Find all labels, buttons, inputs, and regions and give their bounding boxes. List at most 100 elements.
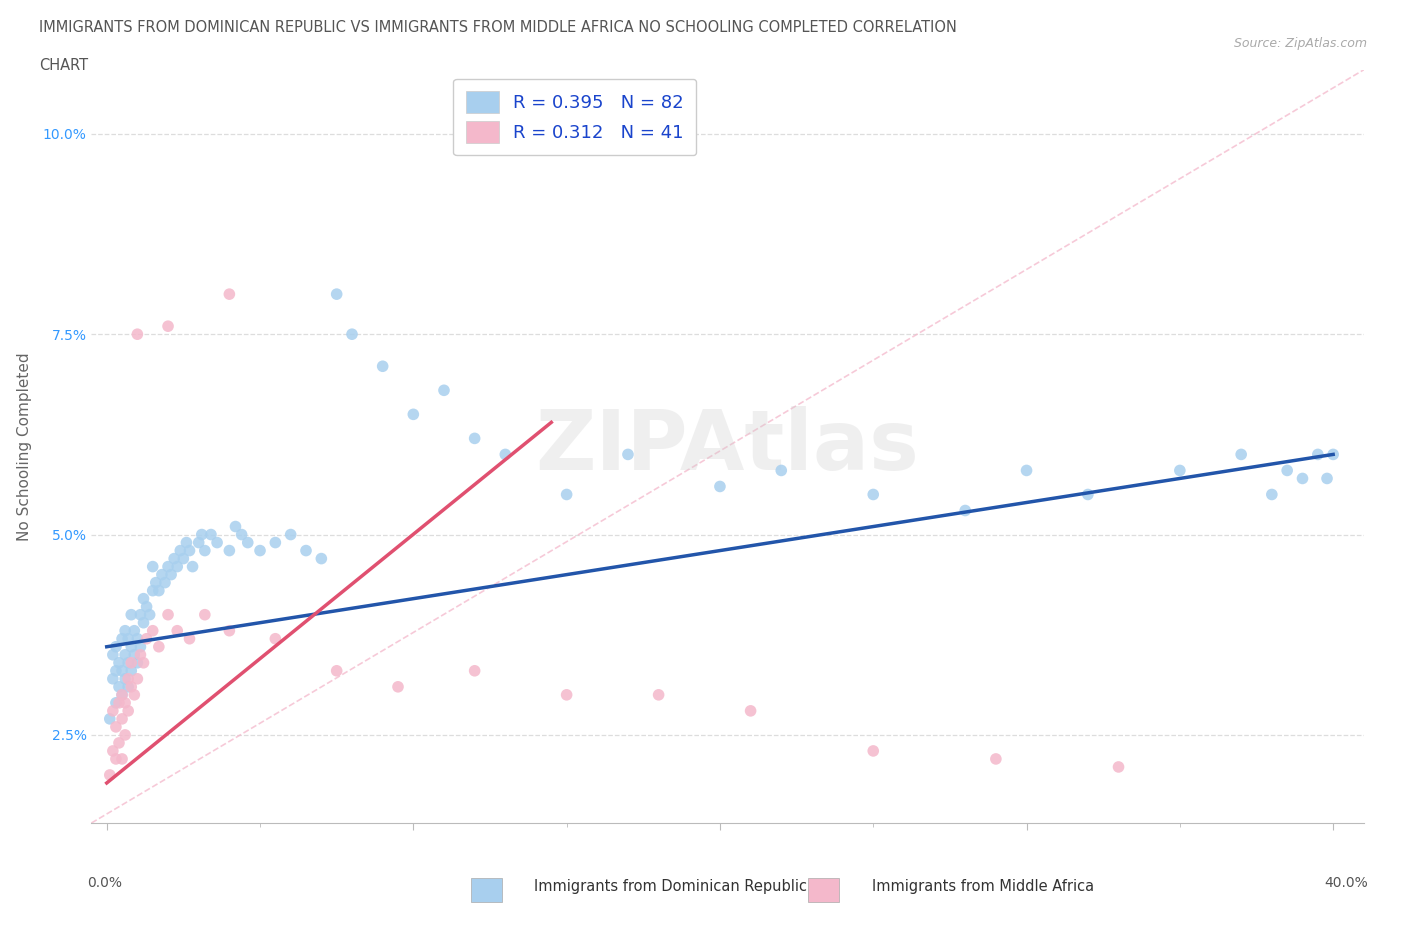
Point — [127, 656, 149, 671]
Point — [114, 647, 136, 662]
Point — [104, 751, 127, 766]
Point — [98, 711, 121, 726]
Point — [108, 696, 131, 711]
Point — [114, 696, 136, 711]
Point — [127, 671, 149, 686]
Point — [127, 326, 149, 341]
Text: Immigrants from Middle Africa: Immigrants from Middle Africa — [872, 879, 1094, 894]
Point — [218, 543, 240, 558]
Point — [1322, 447, 1344, 462]
Point — [194, 607, 217, 622]
Point — [120, 639, 142, 654]
Point — [117, 671, 139, 686]
Point — [148, 639, 170, 654]
Point — [280, 527, 302, 542]
Point — [117, 656, 139, 671]
Point — [187, 535, 209, 550]
Point — [218, 623, 240, 638]
Point — [166, 559, 188, 574]
Point — [295, 543, 318, 558]
Point — [181, 559, 204, 574]
Text: Immigrants from Dominican Republic: Immigrants from Dominican Republic — [534, 879, 807, 894]
Point — [191, 527, 214, 542]
Point — [325, 286, 347, 301]
Point — [1015, 463, 1038, 478]
Point — [1168, 463, 1191, 478]
Point — [101, 671, 124, 686]
Point — [104, 696, 127, 711]
Point — [172, 551, 194, 566]
Point — [163, 551, 186, 566]
Point — [117, 680, 139, 695]
Point — [1108, 760, 1130, 775]
Text: 0.0%: 0.0% — [87, 876, 122, 890]
Point — [1261, 487, 1284, 502]
Point — [114, 727, 136, 742]
Point — [205, 535, 228, 550]
Point — [120, 607, 142, 622]
Point — [111, 631, 134, 646]
Point — [249, 543, 271, 558]
Point — [179, 631, 201, 646]
Point — [224, 519, 246, 534]
Point — [236, 535, 259, 550]
Point — [340, 326, 363, 341]
Legend: R = 0.395   N = 82, R = 0.312   N = 41: R = 0.395 N = 82, R = 0.312 N = 41 — [454, 79, 696, 155]
Point — [124, 623, 146, 638]
Point — [494, 447, 516, 462]
Point — [135, 631, 157, 646]
Point — [135, 599, 157, 614]
Point — [311, 551, 333, 566]
Point — [166, 623, 188, 638]
Point — [104, 720, 127, 735]
Text: IMMIGRANTS FROM DOMINICAN REPUBLIC VS IMMIGRANTS FROM MIDDLE AFRICA NO SCHOOLING: IMMIGRANTS FROM DOMINICAN REPUBLIC VS IM… — [39, 20, 957, 35]
Point — [104, 663, 127, 678]
Point — [371, 359, 394, 374]
Point — [111, 687, 134, 702]
Point — [111, 751, 134, 766]
Point — [157, 607, 180, 622]
Point — [862, 743, 884, 758]
Point — [984, 751, 1007, 766]
Point — [104, 639, 127, 654]
Point — [264, 631, 287, 646]
Point — [1230, 447, 1253, 462]
Point — [464, 663, 486, 678]
Point — [176, 535, 198, 550]
Point — [1306, 447, 1329, 462]
Point — [218, 286, 240, 301]
Point — [117, 703, 139, 718]
Point — [194, 543, 217, 558]
Point — [132, 656, 155, 671]
Point — [98, 767, 121, 782]
Point — [433, 383, 456, 398]
Point — [127, 631, 149, 646]
Point — [955, 503, 977, 518]
Point — [111, 663, 134, 678]
Point — [129, 639, 152, 654]
Point — [120, 680, 142, 695]
Point — [617, 447, 640, 462]
Y-axis label: No Schooling Completed: No Schooling Completed — [17, 352, 31, 540]
Text: 40.0%: 40.0% — [1324, 876, 1368, 890]
Point — [387, 680, 409, 695]
Point — [150, 567, 173, 582]
Text: CHART: CHART — [39, 58, 89, 73]
Point — [124, 687, 146, 702]
Point — [117, 631, 139, 646]
Point — [200, 527, 222, 542]
Point — [1077, 487, 1099, 502]
Point — [231, 527, 253, 542]
Point — [160, 567, 183, 582]
Point — [464, 431, 486, 445]
Point — [111, 687, 134, 702]
Point — [129, 647, 152, 662]
Point — [138, 607, 160, 622]
Point — [402, 407, 425, 422]
Point — [114, 623, 136, 638]
Point — [169, 543, 191, 558]
Point — [142, 623, 165, 638]
Point — [647, 687, 669, 702]
Point — [1275, 463, 1298, 478]
Point — [148, 583, 170, 598]
